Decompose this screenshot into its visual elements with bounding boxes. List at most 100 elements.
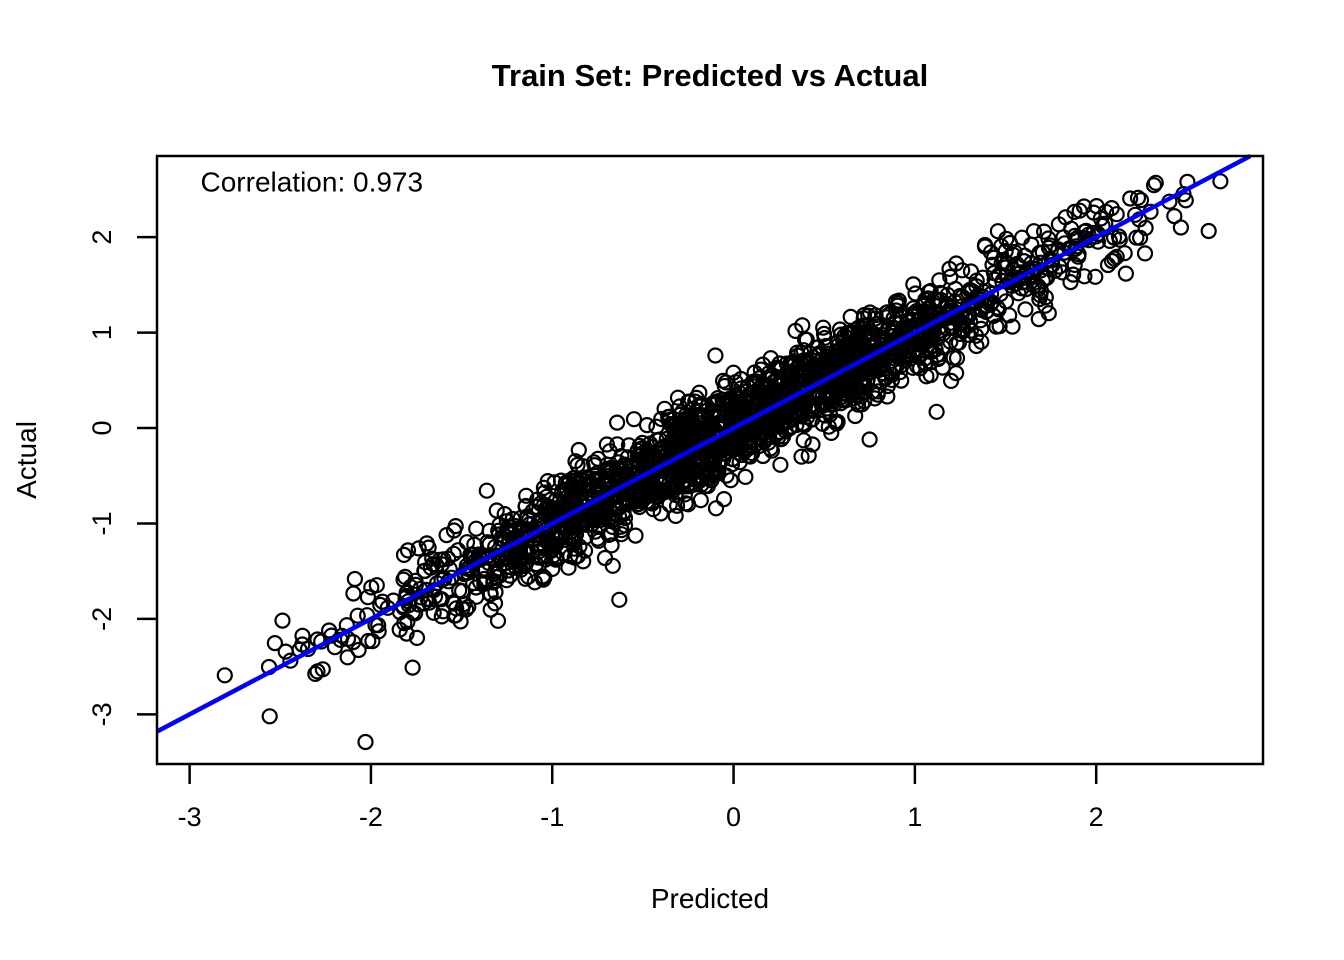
scatter-point bbox=[695, 425, 712, 442]
scatter-point bbox=[796, 396, 813, 413]
scatter-point bbox=[558, 481, 576, 498]
scatter-point bbox=[408, 629, 426, 647]
scatter-point bbox=[667, 507, 684, 525]
scatter-point bbox=[707, 500, 725, 517]
scatter-point bbox=[883, 366, 901, 383]
scatter-point bbox=[602, 459, 620, 476]
x-axis-title: Predicted bbox=[651, 883, 769, 914]
scatter-point bbox=[566, 540, 583, 557]
scatter-point bbox=[472, 573, 489, 591]
scatter-point bbox=[511, 552, 529, 569]
scatter-point bbox=[1145, 177, 1163, 194]
scatter-point bbox=[345, 585, 362, 602]
scatter-point bbox=[603, 537, 620, 554]
x-axis: -3 -2 -1 0 1 2 bbox=[178, 764, 1104, 832]
scatter-point bbox=[671, 416, 689, 433]
scatter-point bbox=[734, 425, 752, 442]
scatter-point bbox=[916, 304, 933, 321]
scatter-point bbox=[1065, 266, 1082, 283]
y-axis: -3 -2 -1 0 1 2 bbox=[87, 230, 157, 726]
scatter-point bbox=[349, 607, 366, 624]
scatter-point bbox=[424, 550, 441, 567]
scatter-point bbox=[598, 436, 616, 453]
scatter-point bbox=[928, 403, 945, 420]
scatter-point bbox=[1092, 210, 1110, 227]
scatter-point bbox=[985, 249, 1003, 266]
scatter-point bbox=[669, 389, 687, 406]
scatter-point bbox=[718, 467, 735, 484]
scatter-point bbox=[433, 608, 450, 625]
scatter-point bbox=[823, 424, 840, 441]
scatter-point bbox=[942, 372, 960, 389]
scatter-point bbox=[566, 528, 583, 545]
scatter-point bbox=[1017, 301, 1034, 318]
scatter-point bbox=[1101, 232, 1118, 249]
y-tick-label: 2 bbox=[87, 230, 117, 245]
scatter-point bbox=[274, 612, 291, 629]
scatter-point bbox=[611, 591, 628, 608]
scatter-point bbox=[518, 487, 535, 504]
scatter-point bbox=[640, 480, 658, 497]
scatter-point bbox=[661, 474, 678, 491]
scatter-point bbox=[638, 417, 656, 434]
scatter-point bbox=[904, 311, 922, 329]
scatter-point bbox=[746, 364, 763, 381]
identity-line bbox=[155, 154, 1252, 734]
scatter-point bbox=[818, 400, 836, 417]
scatter-point bbox=[954, 262, 971, 279]
scatter-point bbox=[587, 523, 604, 540]
scatter-point bbox=[489, 612, 507, 629]
scatter-point bbox=[1087, 228, 1105, 245]
scatter-point bbox=[277, 643, 294, 660]
scatter-point bbox=[438, 526, 455, 544]
scatter-point bbox=[1070, 248, 1087, 265]
scatter-point bbox=[715, 491, 733, 508]
scatter-point bbox=[431, 551, 448, 568]
scatter-point bbox=[879, 388, 896, 405]
scatter-point bbox=[759, 421, 777, 438]
x-tick-label: 1 bbox=[907, 802, 922, 832]
scatter-point bbox=[741, 399, 758, 417]
scatter-point bbox=[1006, 244, 1023, 261]
scatter-point bbox=[478, 482, 495, 499]
scatter-point bbox=[1172, 219, 1190, 236]
scatter-point bbox=[357, 733, 374, 751]
scatter-point bbox=[498, 572, 515, 589]
scatter-point bbox=[922, 366, 939, 384]
scatter-point bbox=[1076, 268, 1093, 285]
scatter-point bbox=[425, 604, 442, 621]
scatter-point bbox=[604, 557, 621, 574]
y-tick-label: -2 bbox=[87, 607, 117, 631]
scatter-point bbox=[1147, 174, 1164, 191]
scatter-point bbox=[1103, 200, 1120, 217]
scatter-point bbox=[1111, 231, 1128, 248]
scatter-point bbox=[939, 286, 956, 303]
scatter-point bbox=[560, 559, 577, 576]
scatter-point bbox=[538, 488, 555, 505]
scatter-point bbox=[520, 568, 537, 585]
scatter-point bbox=[1122, 190, 1139, 207]
scatter-point bbox=[705, 396, 722, 414]
scatter-point bbox=[911, 336, 928, 353]
scatter-point bbox=[398, 625, 415, 642]
scatter-point bbox=[535, 531, 552, 548]
y-tick-label: -3 bbox=[87, 702, 117, 726]
scatter-point bbox=[482, 601, 499, 618]
scatter-point bbox=[973, 320, 990, 337]
scatter-point bbox=[1030, 311, 1047, 328]
scatter-point bbox=[656, 400, 673, 417]
scatter-point bbox=[818, 361, 835, 378]
scatter-point bbox=[968, 337, 985, 355]
scatter-point bbox=[831, 343, 848, 360]
y-tick-label: -1 bbox=[87, 511, 117, 535]
scatter-point bbox=[585, 466, 603, 484]
scatter-point bbox=[860, 307, 877, 324]
scatter-point bbox=[451, 582, 468, 599]
scatter-point bbox=[570, 479, 587, 497]
scatter-point bbox=[686, 470, 703, 487]
scatter-point bbox=[1116, 245, 1133, 262]
scatter-point bbox=[852, 363, 869, 380]
scatter-point bbox=[1132, 192, 1150, 209]
scatter-point bbox=[1035, 223, 1053, 240]
